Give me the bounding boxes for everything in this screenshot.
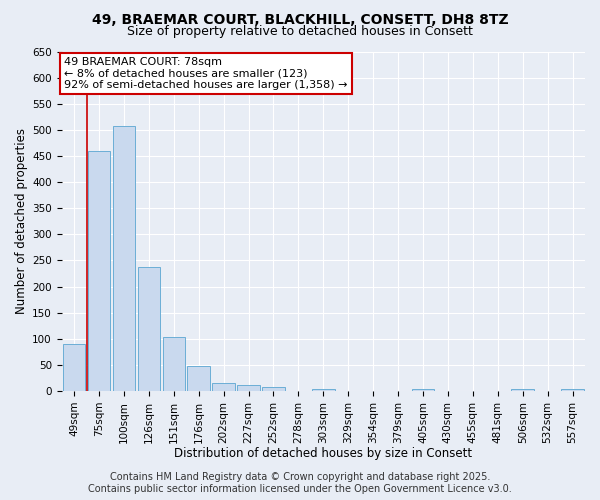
Bar [88, 150, 110, 391]
Bar [562, 389, 584, 391]
Bar [63, 344, 85, 391]
Bar [412, 389, 434, 391]
Bar [262, 387, 284, 391]
Y-axis label: Number of detached properties: Number of detached properties [15, 128, 28, 314]
Bar [511, 389, 534, 391]
Bar [163, 336, 185, 391]
Bar [238, 384, 260, 391]
Text: Contains HM Land Registry data © Crown copyright and database right 2025.
Contai: Contains HM Land Registry data © Crown c… [88, 472, 512, 494]
Text: 49 BRAEMAR COURT: 78sqm
← 8% of detached houses are smaller (123)
92% of semi-de: 49 BRAEMAR COURT: 78sqm ← 8% of detached… [64, 56, 348, 90]
Bar [137, 266, 160, 391]
Text: 49, BRAEMAR COURT, BLACKHILL, CONSETT, DH8 8TZ: 49, BRAEMAR COURT, BLACKHILL, CONSETT, D… [92, 12, 508, 26]
Bar [113, 126, 135, 391]
Bar [187, 366, 210, 391]
X-axis label: Distribution of detached houses by size in Consett: Distribution of detached houses by size … [174, 447, 472, 460]
Bar [312, 389, 335, 391]
Bar [212, 382, 235, 391]
Text: Size of property relative to detached houses in Consett: Size of property relative to detached ho… [127, 25, 473, 38]
